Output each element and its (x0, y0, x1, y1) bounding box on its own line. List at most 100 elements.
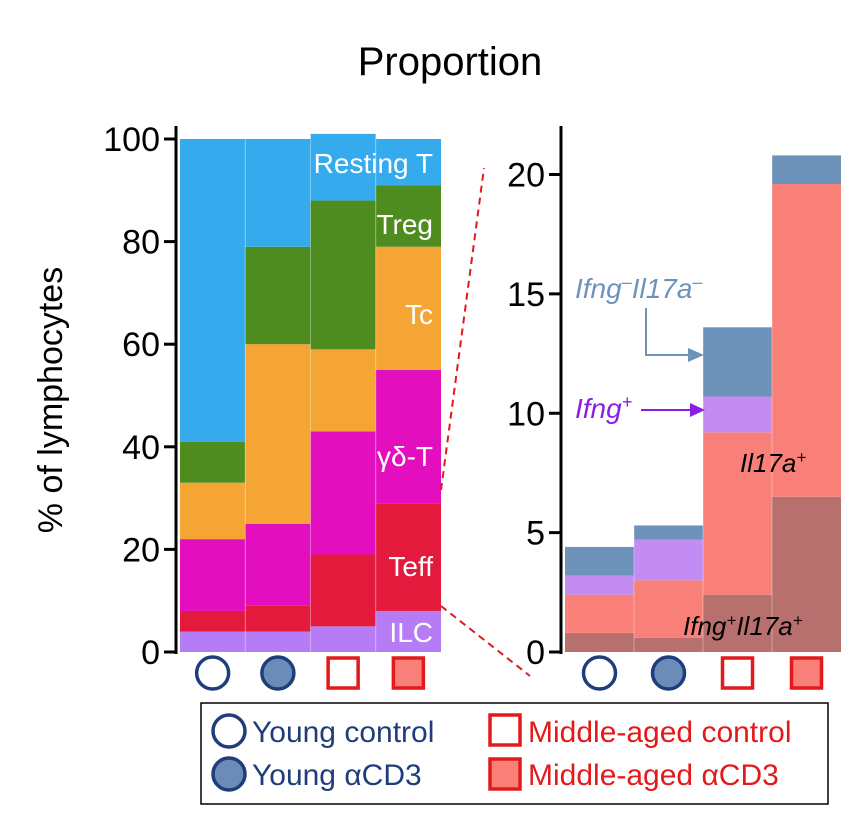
legend-middle-aged-acd3-label: Middle-aged αCD3 (528, 759, 779, 792)
right-bar-il17a-2 (634, 580, 703, 638)
left-y-tick-label-80: 80 (122, 224, 160, 262)
left-category-symbol-1 (194, 655, 231, 691)
left-bar-tc-1 (180, 482, 246, 540)
right-y-tick-label-10: 10 (507, 395, 545, 433)
left-bar-resting-t-3 (310, 133, 376, 201)
right-y-tick-label-5: 5 (526, 515, 545, 553)
annotation-ifng-neg-sup1: – (621, 272, 633, 292)
legend-middle-aged-control-label: Middle-aged control (528, 716, 791, 749)
left-segment-labels: Resting T Treg Tc γδ-T Teff ILC (314, 148, 434, 648)
left-bar-teff-4 (375, 503, 441, 611)
left-y-tick-label-60: 60 (122, 326, 160, 364)
left-bar-teff-1 (180, 610, 246, 632)
left-bar-treg-1 (180, 441, 246, 483)
label-treg: Treg (376, 209, 433, 240)
right-category-symbol-2 (650, 655, 687, 691)
left-bar-ilc-4 (375, 610, 441, 652)
left-bar-resting-t-1 (180, 139, 246, 442)
category-symbols (194, 655, 824, 691)
zoom-line-bottom (440, 605, 531, 677)
arrow-ifng-neg-head (688, 348, 704, 362)
right-bar-ifng-il17a-3 (703, 327, 772, 397)
annotation-ifng-neg-il17a-neg: Ifng–Il17a– (575, 272, 703, 304)
left-bar-t-4 (375, 369, 441, 504)
left-bar-treg-2 (245, 246, 311, 345)
zoom-line-top (440, 167, 485, 491)
right-bar-ifng-il17a-3 (703, 594, 772, 652)
right-category-symbol-1 (581, 655, 618, 691)
right-y-tick-label-0: 0 (526, 634, 545, 672)
annotation-ifng-neg-sup2: – (691, 272, 703, 292)
right-bar-il17a-4 (772, 184, 841, 497)
annotation-il17a-pos: Il17a+ (740, 448, 806, 479)
left-y-tick-label-0: 0 (141, 634, 160, 672)
legend-young-control-symbol (211, 713, 247, 749)
left-bar-ilc-2 (245, 631, 311, 652)
left-bar-tc-3 (310, 349, 376, 432)
right-stacked-bar-chart: 0 5 10 15 20 (507, 126, 841, 672)
legend-young-acd3-symbol (211, 756, 247, 792)
left-bar-t-2 (245, 523, 311, 606)
label-ilc: ILC (389, 617, 433, 648)
right-bar-ifng-il17a-1 (565, 632, 634, 652)
legend-frame (200, 702, 829, 805)
arrow-ifng-pos-head (690, 403, 705, 417)
left-bar-teff-2 (245, 605, 311, 632)
right-bar-ifng-il17a-1 (565, 546, 634, 576)
left-bar-tc-2 (245, 344, 311, 524)
y-axis-label: % of lymphocytes (32, 267, 70, 533)
right-bar-ifng-il17a-4 (772, 496, 841, 652)
chart-title: Proportion (358, 40, 543, 84)
right-y-tick-label-20: 20 (507, 157, 545, 195)
left-bar-teff-3 (310, 554, 376, 627)
label-teff: Teff (388, 551, 433, 582)
annotation-ifng-neg-base2: Il17a (632, 273, 693, 304)
right-bar-il17a-3 (703, 432, 772, 595)
legend-middle-aged-control-symbol (488, 713, 522, 747)
left-bar-tc-4 (375, 246, 441, 370)
right-bar-ifng-il17a-4 (772, 155, 841, 185)
right-y-tick-label-15: 15 (507, 276, 545, 314)
annotation-double-sup2: + (793, 611, 803, 630)
left-bar-treg-3 (310, 200, 376, 350)
annotation-ifng-pos-sup: + (622, 392, 633, 412)
left-bar-ilc-1 (180, 631, 246, 652)
annotation-ifng-pos-base: Ifng (575, 393, 622, 424)
label-gd-t: γδ-T (377, 441, 433, 472)
annotation-il17a-base: Il17a (740, 448, 796, 478)
legend-middle-aged-acd3-symbol (488, 757, 522, 791)
left-bar-resting-t-4 (375, 139, 441, 186)
left-category-symbol-4 (391, 656, 426, 690)
right-bar-ifng-1 (565, 575, 634, 595)
legend-young-control-label: Young control (252, 716, 434, 749)
left-stacked-bar-chart: 0 20 40 60 80 100 (103, 121, 441, 672)
left-bar-resting-t-2 (245, 139, 311, 247)
right-category-symbol-4 (789, 656, 824, 690)
legend-young-acd3-label: Young αCD3 (252, 759, 422, 792)
left-bar-ilc-3 (310, 626, 376, 652)
legend: Young control Young αCD3 Middle-aged con… (200, 702, 829, 805)
left-category-symbol-2 (260, 655, 296, 691)
left-bar-t-3 (310, 431, 376, 555)
left-y-tick-label-100: 100 (103, 121, 160, 159)
annotation-ifng-neg-base1: Ifng (575, 273, 622, 304)
right-bar-ifng-il17a-2 (634, 637, 703, 652)
left-y-tick-label-20: 20 (122, 531, 160, 569)
arrow-ifng-neg-line (645, 308, 690, 356)
annotation-il17a-sup: + (796, 448, 806, 467)
annotation-double-base1: Ifng (683, 611, 727, 641)
left-bar-treg-4 (375, 185, 441, 247)
label-tc: Tc (405, 299, 433, 330)
left-bar-t-1 (180, 539, 246, 611)
annotation-ifng-pos: Ifng+ (575, 392, 632, 424)
right-bar-ifng-2 (634, 539, 703, 581)
right-bar-il17a-1 (565, 594, 634, 633)
right-bar-ifng-3 (703, 396, 772, 433)
label-resting-t: Resting T (314, 148, 433, 179)
annotation-double-pos: Ifng+Il17a+ (683, 611, 803, 642)
right-category-symbol-3 (720, 656, 755, 690)
annotation-double-sup1: + (726, 611, 736, 630)
left-y-tick-label-40: 40 (122, 429, 160, 467)
left-category-symbol-3 (326, 656, 360, 690)
